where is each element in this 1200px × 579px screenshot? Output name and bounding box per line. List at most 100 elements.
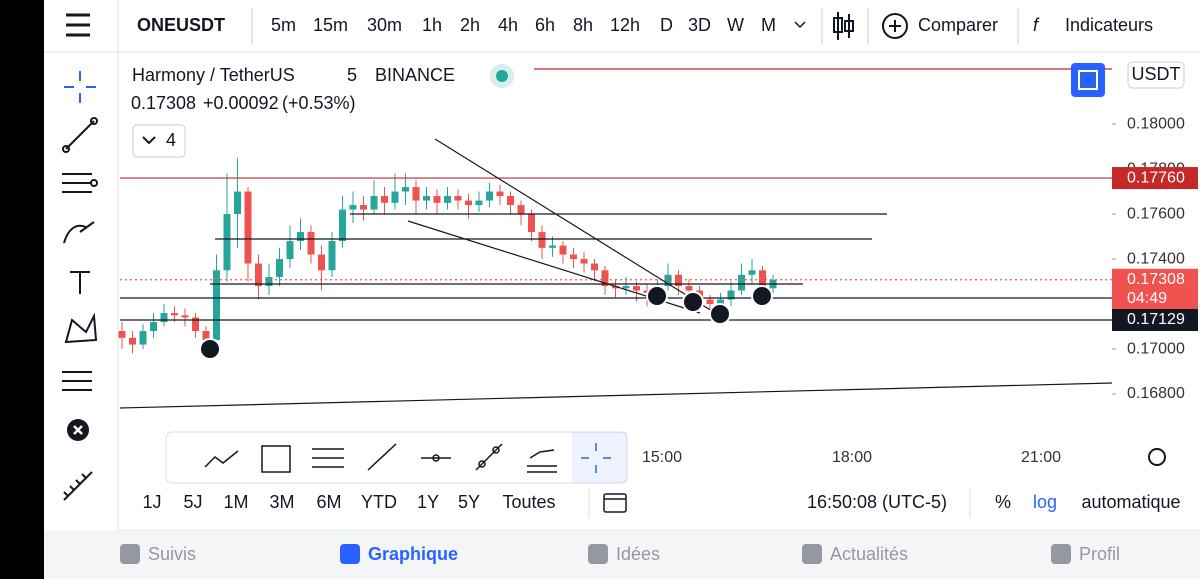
- change-percent: (+0.53%): [282, 93, 356, 113]
- candle-body: [139, 331, 147, 345]
- currency: USDT: [1132, 64, 1181, 84]
- interval-button[interactable]: 1h: [422, 15, 442, 35]
- auto-toggle[interactable]: automatique: [1081, 492, 1180, 512]
- chart-title: Harmony / TetherUS: [132, 65, 295, 85]
- nav-item[interactable]: Profil: [1079, 544, 1120, 564]
- nav-icon[interactable]: [588, 544, 608, 564]
- candle-body: [580, 259, 588, 264]
- candle-body: [328, 241, 336, 271]
- nav-icon[interactable]: [120, 544, 140, 564]
- interval-button[interactable]: 4h: [498, 15, 518, 35]
- candle-body: [244, 191, 252, 264]
- currency-badge[interactable]: [1127, 61, 1185, 89]
- candle-body: [559, 245, 567, 255]
- candle-body: [748, 270, 756, 275]
- tools-sidebar[interactable]: [62, 71, 98, 501]
- log-toggle[interactable]: log: [1033, 492, 1057, 512]
- candle-body: [286, 241, 294, 260]
- candle-body: [444, 196, 451, 203]
- candle-body: [360, 205, 367, 210]
- candle-body: [129, 337, 136, 345]
- percent-toggle[interactable]: %: [995, 492, 1011, 512]
- last-price: 0.17308: [131, 93, 196, 113]
- bezel: [0, 0, 44, 579]
- range-button[interactable]: 6M: [316, 492, 341, 512]
- x-tick-label: 18:00: [832, 449, 872, 466]
- nav-item[interactable]: Actualités: [830, 544, 908, 564]
- compare-icon[interactable]: [882, 13, 908, 39]
- candle-body: [150, 322, 157, 332]
- range-button[interactable]: 1M: [223, 492, 248, 512]
- drawing-toolbar[interactable]: [165, 431, 628, 484]
- nav-icon[interactable]: [340, 544, 360, 564]
- candle-body: [717, 299, 724, 305]
- range-button[interactable]: YTD: [361, 492, 397, 512]
- candle-body: [706, 299, 714, 305]
- interval-button[interactable]: 15m: [313, 15, 348, 35]
- range-button[interactable]: Toutes: [502, 492, 555, 512]
- interval-button[interactable]: D: [660, 15, 673, 35]
- candle-body: [234, 191, 241, 215]
- candle-body: [349, 205, 357, 210]
- menu-button[interactable]: [66, 13, 90, 37]
- interval-button[interactable]: 8h: [573, 15, 593, 35]
- candle-body: [423, 196, 430, 201]
- candle-body: [454, 196, 462, 201]
- interval-button[interactable]: 5m: [271, 15, 296, 35]
- indicators-icon: f: [1033, 15, 1040, 35]
- candle-body: [318, 254, 325, 271]
- interval-button[interactable]: 2h: [460, 15, 480, 35]
- candle-body: [181, 315, 189, 318]
- hidden-count: 4: [166, 130, 176, 150]
- date-range-button[interactable]: [603, 493, 627, 513]
- interval-button[interactable]: 6h: [535, 15, 555, 35]
- candle-body: [591, 263, 598, 271]
- nav-item[interactable]: Graphique: [368, 544, 458, 564]
- candle-body: [517, 205, 525, 215]
- collapse-button[interactable]: [132, 124, 186, 158]
- market-status: [496, 70, 508, 82]
- compare-button[interactable]: Comparer: [918, 15, 998, 35]
- candle-body: [496, 191, 504, 197]
- x-tick-label: 15:00: [642, 449, 682, 466]
- candle-body: [538, 232, 546, 248]
- more-intervals[interactable]: [794, 21, 806, 29]
- candle-body: [297, 232, 304, 242]
- range-button[interactable]: 5J: [183, 492, 202, 512]
- candle-body: [213, 270, 220, 341]
- symbol[interactable]: ONEUSDT: [137, 15, 225, 35]
- chart-type-button[interactable]: [833, 12, 854, 40]
- nav-item[interactable]: Suivis: [148, 544, 196, 564]
- candle-body: [738, 274, 745, 291]
- interval-button[interactable]: M: [761, 15, 776, 35]
- nav-item[interactable]: Idées: [616, 544, 660, 564]
- candle-body: [475, 200, 483, 206]
- candle-body: [622, 286, 630, 289]
- candle-body: [633, 286, 640, 291]
- candle-body: [528, 214, 535, 233]
- candle-body: [339, 209, 346, 242]
- remove-tool: [73, 425, 83, 435]
- candle-body: [171, 313, 178, 316]
- nav-icon[interactable]: [802, 544, 822, 564]
- nav-icon[interactable]: [1051, 544, 1071, 564]
- candle-body: [381, 196, 388, 203]
- candle-body: [759, 270, 766, 289]
- range-button[interactable]: 3M: [269, 492, 294, 512]
- indicators-button[interactable]: Indicateurs: [1065, 15, 1153, 35]
- range-button[interactable]: 1J: [142, 492, 161, 512]
- range-button[interactable]: 1Y: [417, 492, 439, 512]
- fullscreen-button[interactable]: [1071, 63, 1105, 97]
- bottom-nav: [44, 530, 1200, 579]
- candle-body: [223, 214, 231, 271]
- y-tick-label: 0.17000: [1127, 340, 1185, 357]
- interval-button[interactable]: 12h: [610, 15, 640, 35]
- settings-button[interactable]: [1148, 448, 1166, 466]
- interval-button[interactable]: 30m: [367, 15, 402, 35]
- interval-button[interactable]: W: [727, 15, 744, 35]
- interval-button[interactable]: 3D: [688, 15, 711, 35]
- candle-body: [118, 331, 126, 338]
- y-tick-label: 0.17400: [1127, 250, 1185, 267]
- range-button[interactable]: 5Y: [458, 492, 480, 512]
